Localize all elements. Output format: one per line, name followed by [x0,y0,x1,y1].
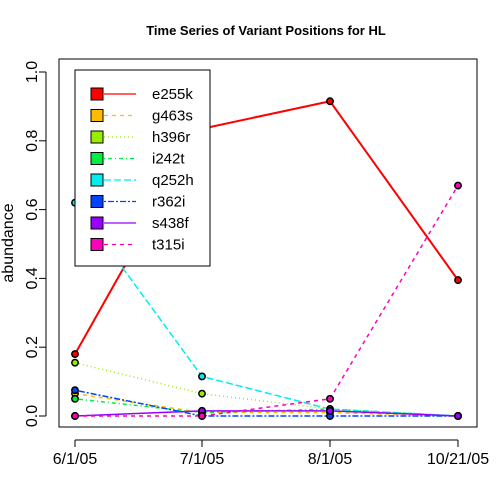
series-t315i [71,181,462,420]
legend-label: q252h [152,172,194,189]
legend-swatch [90,195,104,208]
legend-label: r362i [152,194,185,211]
legend-label: s438f [152,215,190,232]
data-point-t315i [198,412,206,420]
legend-item: t315i [90,237,185,254]
data-point-e255k [71,350,79,359]
y-axis-label: abundance [0,203,17,282]
series-s438f [71,406,462,420]
data-point-t315i [326,394,334,403]
x-tick-label: 6/1/05 [53,451,98,468]
legend-box [74,69,211,267]
legend-swatch [90,130,104,144]
data-point-q252h [198,372,206,381]
legend-label: e255k [152,86,193,103]
data-point-r362i [71,386,79,395]
y-axis: 0.0 0.2 0.4 0.6 0.8 1.0 [24,61,47,427]
series-line-q252h [74,202,459,417]
legend-item: i242t [90,151,185,168]
data-point-h396r [198,389,206,398]
legend-swatch [90,238,104,251]
legend-swatch [90,216,104,230]
legend-swatch [90,87,104,101]
series-line-h396r [74,361,459,417]
legend: e255k g463s h396r i242t q252h r362i s438f t315i [74,69,211,267]
legend-label: t315i [152,237,185,254]
y-tick-label: 0.0 [24,405,41,427]
legend-item: h396r [90,129,190,146]
legend-item: g463s [90,108,193,125]
y-tick-label: 0.6 [24,198,41,220]
legend-item: r362i [90,194,185,211]
x-axis: 6/1/05 7/1/05 8/1/05 10/21/05 [53,439,489,468]
legend-item: q252h [90,172,194,189]
data-point-t315i [71,412,79,420]
y-tick-label: 1.0 [24,61,41,83]
x-tick-label: 7/1/05 [180,451,225,468]
data-point-h396r [71,358,79,367]
legend-swatch [90,173,104,187]
data-point-s438f [326,406,334,415]
data-point-e255k [454,276,462,285]
legend-swatch [90,109,104,122]
y-tick-label: 0.4 [24,267,41,289]
legend-label: h396r [152,129,190,146]
series-line-r362i [74,389,458,417]
x-tick-label: 10/21/05 [427,451,489,468]
data-point-s438f [454,412,462,420]
y-tick-label: 0.8 [24,130,41,152]
series-line-s438f [74,410,459,417]
chart-title: Time Series of Variant Positions for HL [146,23,386,38]
y-tick-label: 0.2 [24,336,41,358]
legend-item: s438f [90,215,190,232]
legend-swatch [90,152,104,165]
data-point-e255k [326,97,334,106]
plot-frame [58,58,478,428]
legend-label: i242t [152,151,185,168]
data-point-t315i [454,181,462,190]
data-point-i242t [71,394,79,403]
legend-label: g463s [152,108,193,125]
legend-item: e255k [90,86,193,103]
x-tick-label: 8/1/05 [308,451,353,468]
